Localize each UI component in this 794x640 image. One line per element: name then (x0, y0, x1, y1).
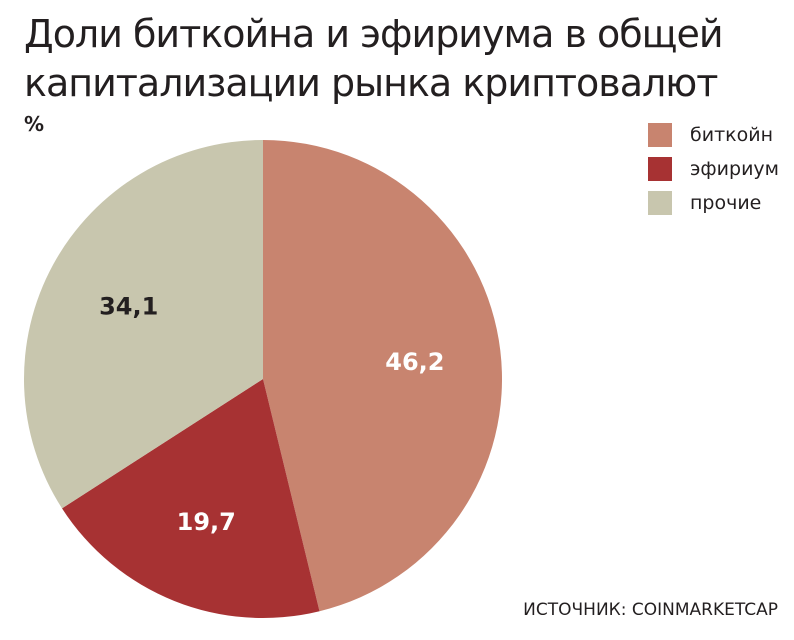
pie-slice-2 (24, 140, 264, 509)
pie-slice-1 (62, 379, 320, 618)
legend-item-0: биткойн (648, 118, 779, 152)
unit-label: % (24, 112, 45, 136)
legend-swatch-1 (648, 157, 672, 181)
legend-label-2: прочие (690, 192, 762, 214)
legend-swatch-0 (648, 123, 672, 147)
legend: биткойн эфириум прочие (648, 118, 779, 220)
chart-title-line-2: капитализации рынка криптовалют (24, 61, 718, 105)
chart-title: Доли биткойна и эфириума в общей капитал… (24, 10, 784, 108)
slice-value-label-2: 34,1 (99, 293, 158, 321)
slice-value-label-0: 46,2 (385, 348, 444, 376)
legend-item-2: прочие (648, 186, 779, 220)
chart-title-line-1: Доли биткойна и эфириума в общей (24, 12, 724, 56)
slice-value-label-1: 19,7 (177, 508, 236, 536)
legend-swatch-2 (648, 191, 672, 215)
legend-item-1: эфириум (648, 152, 779, 186)
legend-label-1: эфириум (690, 158, 780, 180)
pie-slice-0 (263, 140, 502, 612)
legend-label-0: биткойн (690, 124, 774, 146)
source-note: ИСТОЧНИК: COINMARKETCAP (523, 600, 778, 620)
